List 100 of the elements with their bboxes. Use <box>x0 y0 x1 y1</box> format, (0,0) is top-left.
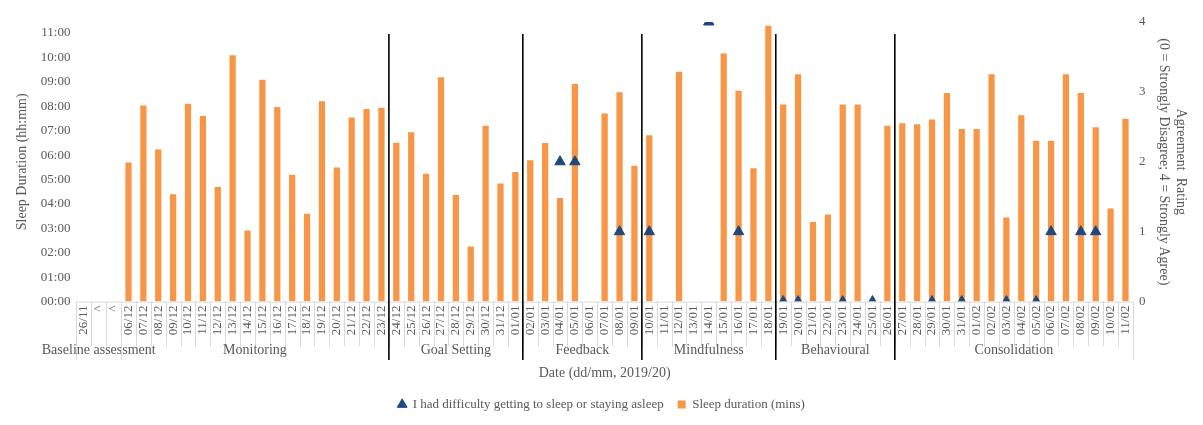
x-tick-label: 12/12 <box>209 305 225 336</box>
bar <box>914 124 921 302</box>
bar <box>244 230 251 302</box>
x-tick-label: 11/01 <box>655 305 671 335</box>
x-tick-label: 07/02 <box>1057 305 1073 336</box>
x-tick-label: 28/01 <box>908 305 924 336</box>
x-tick-label: 21/12 <box>343 305 359 336</box>
x-tick-label: 11/12 <box>194 305 210 335</box>
x-tick-label: 07/01 <box>596 305 612 336</box>
x-tick-label: 23/01 <box>834 305 850 336</box>
x-tick-label: 13/01 <box>685 305 701 336</box>
x-tick-label: 10/02 <box>1102 305 1117 336</box>
bar <box>333 167 340 302</box>
x-tick-label: 22/01 <box>819 305 835 336</box>
x-tick-label: 20/01 <box>789 305 805 336</box>
bar <box>363 108 370 302</box>
bar <box>422 173 430 302</box>
bar <box>720 53 727 302</box>
bar <box>318 101 326 302</box>
bar <box>199 116 207 302</box>
bar <box>571 84 579 302</box>
bar <box>393 142 400 302</box>
bar <box>512 171 519 302</box>
x-tick-label: 02/02 <box>982 305 998 336</box>
x-tick-label: 25/12 <box>402 305 418 336</box>
x-tick-label: 08/02 <box>1072 305 1088 336</box>
x-tick-label: 06/02 <box>1042 305 1058 336</box>
bar <box>854 104 861 302</box>
point <box>569 155 581 166</box>
bar <box>348 117 355 302</box>
text: Consolidation <box>974 341 1054 357</box>
x-tick-label: 20/12 <box>328 305 344 336</box>
x-tick-label: 09/12 <box>164 305 180 336</box>
x-tick-label: 09/01 <box>625 305 641 336</box>
x-tick-label: 06/12 <box>119 305 135 336</box>
x-tick-label: 23/12 <box>372 305 388 336</box>
point <box>643 225 655 236</box>
bar <box>958 128 965 302</box>
y2-tick-label: 1 <box>1138 223 1146 239</box>
text: Monitoring <box>223 341 287 357</box>
x-tick-label: 14/01 <box>700 305 716 336</box>
x-tick-label: 19/12 <box>313 305 329 336</box>
text: Feedback <box>555 341 610 357</box>
point <box>1075 225 1087 236</box>
x-tick-label: 07/12 <box>134 305 150 336</box>
bar <box>303 213 311 302</box>
bar <box>646 135 653 302</box>
x-tick-label: 19/01 <box>774 305 790 336</box>
bar <box>482 125 489 302</box>
x-tick-label: 29/12 <box>462 305 478 336</box>
bar <box>170 194 177 302</box>
x-tick-label: 03/02 <box>997 305 1013 336</box>
bar <box>794 74 802 302</box>
x-tick-label: 29/01 <box>923 305 939 336</box>
bar <box>467 246 474 302</box>
bar <box>1033 140 1040 302</box>
point <box>613 225 626 236</box>
x-tick-label: 24/01 <box>849 305 865 336</box>
bar <box>988 74 995 302</box>
bar <box>229 55 236 302</box>
y-tick-label: 06:00 <box>40 146 71 162</box>
y-tick-label: 08:00 <box>40 97 71 113</box>
y2-tick-label: 3 <box>1138 83 1146 99</box>
bar <box>378 107 385 302</box>
x-tick-label: 17/01 <box>744 305 760 336</box>
y-axis-title: Sleep Duration (hh:mm) <box>14 93 31 231</box>
x-tick-label: 21/01 <box>804 305 820 336</box>
x-tick-label: 09/02 <box>1087 305 1103 336</box>
bar <box>675 71 683 302</box>
x-tick-label: 10/12 <box>179 305 195 336</box>
bar <box>616 92 623 302</box>
x-tick-label: 30/01 <box>938 305 954 336</box>
bar <box>1018 115 1025 302</box>
bar <box>1092 127 1099 302</box>
bar <box>408 132 415 302</box>
point <box>1045 225 1057 236</box>
x-tick-label: 18/01 <box>759 305 775 336</box>
bar <box>884 125 891 302</box>
y-tick-label: 04:00 <box>40 195 71 211</box>
bar <box>1107 208 1114 302</box>
text: Baseline assessment <box>41 341 156 357</box>
bar <box>437 77 445 302</box>
x-tick-label: 05/02 <box>1027 305 1043 336</box>
bar <box>556 198 564 302</box>
x-tick-label: 31/12 <box>491 305 507 336</box>
x-tick-label: 16/12 <box>268 305 284 336</box>
x-tick-label: 02/01 <box>521 305 537 336</box>
y-tick-label: 07:00 <box>40 122 71 138</box>
y-tick-label: 05:00 <box>40 170 71 186</box>
x-tick-label: 11/02 <box>1116 305 1132 335</box>
bar <box>735 90 742 302</box>
bar <box>1047 140 1055 302</box>
point <box>732 225 745 236</box>
bar <box>274 106 281 302</box>
bar <box>259 79 266 302</box>
x-tick-label: 28/12 <box>447 305 463 336</box>
x-tick-label: 22/12 <box>358 305 373 336</box>
y2-tick-label: 2 <box>1138 153 1146 169</box>
bar <box>542 143 549 302</box>
x-tick-label: 27/01 <box>893 305 909 336</box>
